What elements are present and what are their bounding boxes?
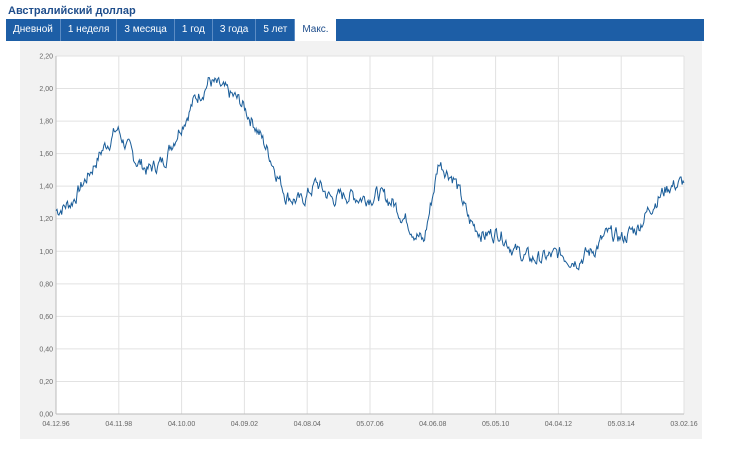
y-tick-label: 2,00 <box>39 86 53 93</box>
series-line <box>55 76 685 271</box>
tab-4[interactable]: 1 год <box>175 19 213 41</box>
x-tick-label: 05.05.10 <box>482 421 509 428</box>
tab-6[interactable]: 5 лет <box>256 19 296 41</box>
tab-2[interactable]: 1 неделя <box>61 19 118 41</box>
chart-panel: 0,00 0,20 0,40 0,60 0,80 1,00 1,20 1,40 1,60 1,80… <box>20 41 702 439</box>
y-tick-label: 1,00 <box>39 249 53 256</box>
x-tick-label: 05.07.06 <box>356 421 383 428</box>
line-chart: 0,00 0,20 0,40 0,60 0,80 1,00 1,20 1,40 1,60 1,80… <box>39 54 697 429</box>
x-tick-label: 04.09.02 <box>231 421 258 428</box>
y-tick-label: 1,60 <box>39 151 53 158</box>
tab-3[interactable]: 3 месяца <box>117 19 175 41</box>
y-tick-label: 0,20 <box>39 379 53 386</box>
y-tick-label: 0,00 <box>39 412 53 419</box>
period-tab-bar: Дневной 1 неделя 3 месяца 1 год 3 года 5 лет М… <box>6 19 704 41</box>
y-tick-label: 0,60 <box>39 314 53 321</box>
x-tick-label: 04.12.96 <box>42 421 69 428</box>
chart-title: Австралийский доллар <box>8 5 136 17</box>
x-tick-label: 04.10.00 <box>168 421 195 428</box>
y-tick-label: 0,40 <box>39 346 53 353</box>
x-tick-label: 03.02.16 <box>670 421 697 428</box>
y-tick-label: 2,20 <box>39 54 53 61</box>
y-tick-label: 0,80 <box>39 281 53 288</box>
x-tick-label: 05.03.14 <box>608 421 635 428</box>
x-tick-label: 04.06.08 <box>419 421 446 428</box>
y-tick-label: 1,20 <box>39 216 53 223</box>
x-tick-label: 04.04.12 <box>545 421 572 428</box>
tab-5[interactable]: 3 года <box>213 19 257 41</box>
x-tick-label: 04.08.04 <box>294 421 321 428</box>
x-tick-label: 04.11.98 <box>105 421 132 428</box>
tab-1[interactable]: Дневной <box>6 19 61 41</box>
tab-7[interactable]: Макс. <box>295 19 336 41</box>
y-tick-label: 1,80 <box>39 119 53 126</box>
period-tabs: Дневной 1 неделя 3 месяца 1 год 3 года 5 лет М… <box>6 19 336 41</box>
y-tick-label: 1,40 <box>39 184 53 191</box>
